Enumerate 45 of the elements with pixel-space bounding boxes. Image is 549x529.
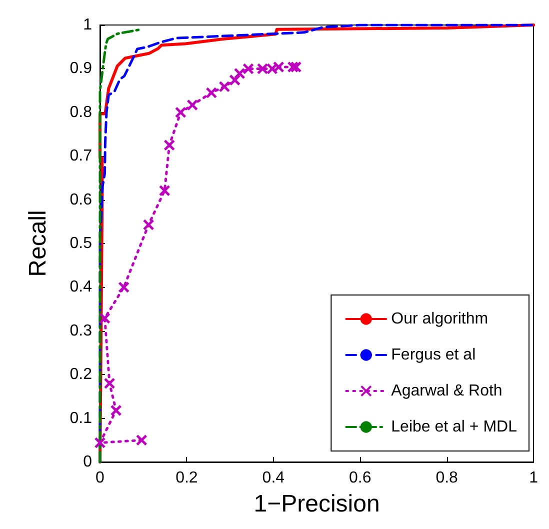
x-tick-label: 0.2 (176, 470, 198, 486)
point (206, 86, 218, 98)
y-tick-label: 1 (83, 16, 92, 34)
legend-label: Our algorithm (391, 310, 488, 328)
point (104, 378, 116, 390)
point (234, 68, 246, 80)
point (290, 61, 302, 73)
y-tick-label: 0.6 (70, 191, 92, 208)
x-tick-label: 0.4 (262, 470, 285, 486)
x-axis-title: 1−Precision (254, 490, 380, 518)
point (287, 61, 299, 73)
x-tick-label: 0.6 (349, 470, 372, 486)
y-tick-label: 0.3 (70, 322, 92, 340)
point (158, 184, 170, 196)
y-tick-label: 0.1 (70, 410, 92, 427)
point (94, 437, 106, 449)
y-tick-label: 0 (83, 454, 92, 470)
point (118, 281, 130, 293)
y-tick-label: 0.2 (70, 366, 92, 384)
point (186, 99, 198, 111)
point (256, 62, 268, 74)
y-tick-label: 0.5 (70, 235, 92, 252)
x-tick-label: 0.8 (436, 470, 458, 486)
point (229, 74, 241, 86)
point (142, 218, 154, 230)
line-series (98, 28, 142, 464)
legend-label: Agarwal & Roth (391, 382, 502, 400)
y-axis-title: Recall (24, 210, 52, 277)
point (266, 62, 278, 74)
point (164, 139, 176, 151)
x-tick-label: 0 (96, 470, 105, 486)
point (99, 312, 111, 324)
y-tick-label: 0.7 (70, 148, 92, 165)
y-tick-label: 0.4 (70, 278, 92, 296)
y-tick-label: 0.8 (70, 104, 92, 121)
point (174, 106, 186, 118)
x-tick-label: 1 (529, 470, 538, 486)
point (272, 61, 284, 73)
legend-label: Leibe et al + MDL (391, 418, 518, 436)
point (218, 80, 230, 92)
y-tick-label: 0.9 (70, 60, 92, 78)
point (136, 434, 148, 446)
legend-label: Fergus et al (391, 346, 476, 364)
point (110, 404, 122, 416)
point (242, 62, 254, 74)
